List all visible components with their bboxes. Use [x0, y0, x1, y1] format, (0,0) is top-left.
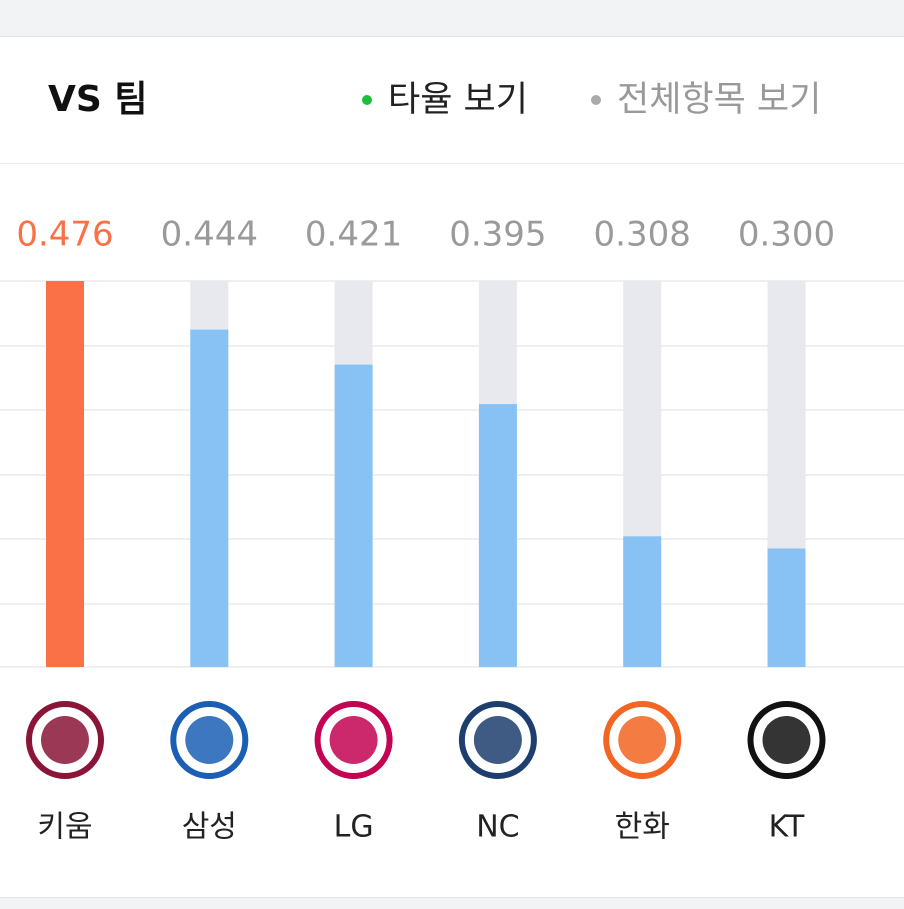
- team-name: KT: [769, 810, 805, 845]
- team-logo-core: [185, 716, 234, 764]
- tab-dot: [362, 95, 372, 105]
- grid: [0, 280, 904, 668]
- value-label: 0.421: [305, 215, 402, 255]
- team-logo: [458, 701, 537, 779]
- section-title: VS 팀: [48, 79, 147, 120]
- team-logo: [170, 701, 249, 779]
- team-logo: [747, 701, 826, 779]
- top-band: [0, 0, 904, 36]
- team-logo-core: [41, 716, 89, 764]
- tab-dot: [591, 95, 601, 105]
- team-logo-core: [618, 716, 667, 764]
- team-name: NC: [476, 810, 519, 845]
- bar: [478, 404, 517, 667]
- bar: [46, 281, 84, 667]
- bar: [190, 329, 229, 667]
- value-label: 0.395: [449, 215, 546, 255]
- value-label: 0.444: [161, 215, 258, 255]
- team-logo-core: [329, 716, 378, 764]
- value-label: 0.308: [594, 215, 691, 255]
- team-logo-core: [473, 716, 522, 764]
- value-label: 0.476: [16, 215, 113, 255]
- tab[interactable]: 타율 보기: [388, 80, 528, 120]
- bar: [623, 536, 662, 667]
- team-name: 한화: [615, 810, 670, 845]
- bar: [334, 364, 373, 667]
- team-logo: [26, 701, 104, 779]
- team-name: 키움: [37, 810, 92, 845]
- value-label: 0.300: [738, 215, 835, 255]
- bottom-band: [0, 897, 904, 909]
- team-logo: [603, 701, 682, 779]
- bar: [767, 548, 806, 667]
- team-logo-core: [762, 716, 811, 764]
- team-name: LG: [334, 810, 374, 845]
- team-name: 삼성: [182, 810, 237, 845]
- tab[interactable]: 전체항목 보기: [617, 80, 821, 120]
- team-logo: [314, 701, 393, 779]
